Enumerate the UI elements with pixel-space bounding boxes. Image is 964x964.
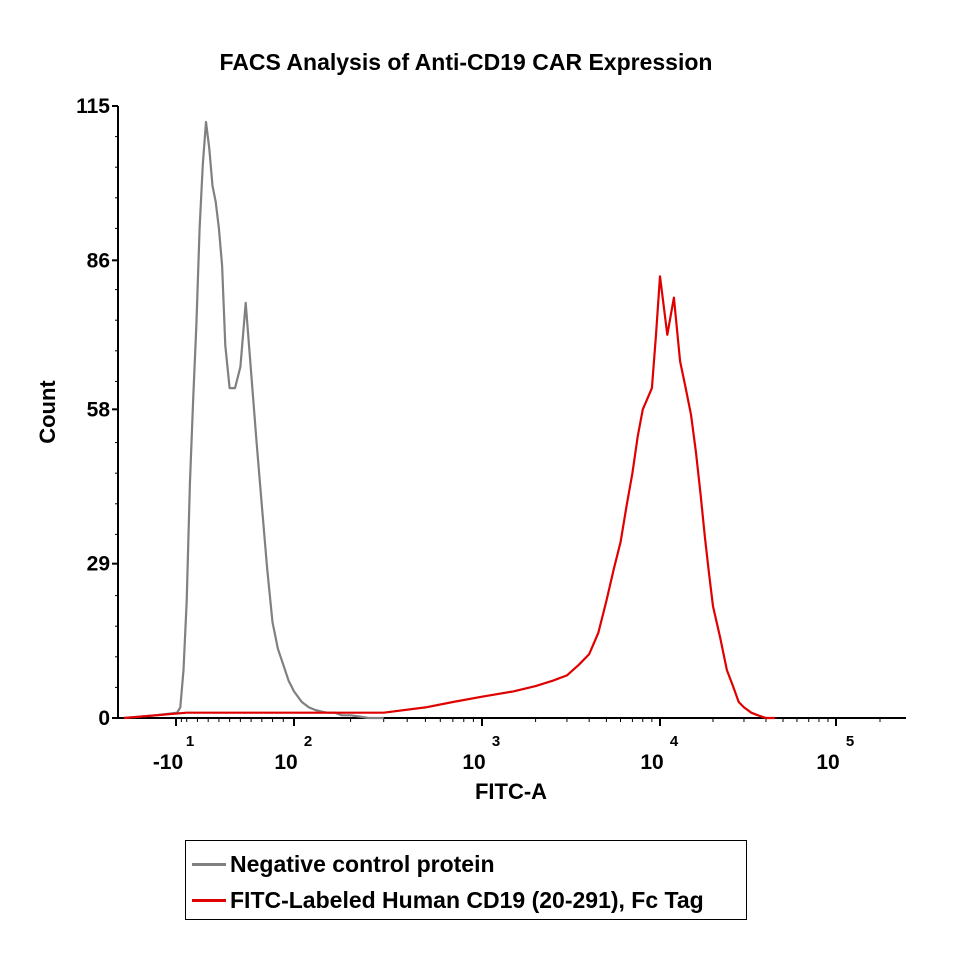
x-tick-exponent: 2 bbox=[304, 733, 312, 750]
legend-label: FITC-Labeled Human CD19 (20-291), Fc Tag bbox=[230, 886, 704, 913]
y-tick-label: 0 bbox=[98, 707, 110, 730]
x-tick-label: 10 bbox=[816, 751, 839, 774]
x-axis-label: FITC-A bbox=[475, 779, 547, 804]
x-tick-label: 10 bbox=[462, 751, 485, 774]
y-tick-label: 29 bbox=[87, 553, 110, 576]
legend-swatch-gray bbox=[192, 862, 226, 866]
legend-label: Negative control protein bbox=[230, 850, 495, 877]
series-line-fitc-cd19 bbox=[123, 275, 775, 720]
legend: Negative control protein FITC-Labeled Hu… bbox=[185, 840, 747, 920]
x-tick-exponent: 4 bbox=[670, 733, 679, 750]
x-tick-exponent: 3 bbox=[492, 733, 500, 750]
y-tick-label: 115 bbox=[76, 95, 110, 118]
x-tick-exponent: 5 bbox=[846, 733, 854, 750]
x-tick-label: -10 bbox=[153, 751, 183, 774]
x-tick-label: 10 bbox=[274, 751, 297, 774]
y-axis-label: Count bbox=[35, 380, 60, 444]
legend-item-fitc-cd19: FITC-Labeled Human CD19 (20-291), Fc Tag bbox=[186, 885, 704, 915]
x-tick-label: 10 bbox=[640, 751, 663, 774]
y-tick-label: 58 bbox=[87, 398, 111, 421]
chart-title: FACS Analysis of Anti-CD19 CAR Expressio… bbox=[220, 49, 713, 75]
y-tick-label: 86 bbox=[87, 249, 110, 272]
legend-swatch-red bbox=[192, 898, 226, 902]
legend-item-negative-control: Negative control protein bbox=[186, 849, 495, 879]
series-line-negative-control bbox=[123, 120, 384, 720]
x-tick-exponent: 1 bbox=[186, 733, 194, 750]
